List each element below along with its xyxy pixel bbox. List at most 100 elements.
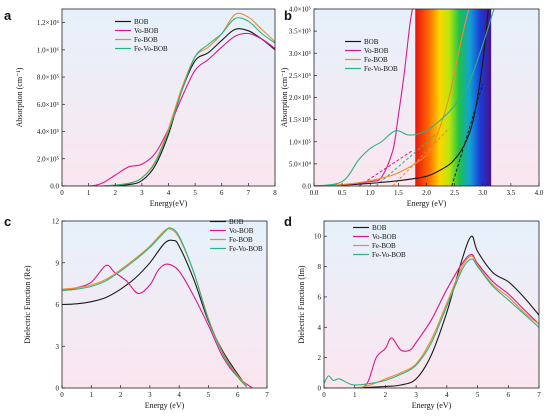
y-tick-label: 6 xyxy=(56,301,60,309)
y-tick-label: 0.0 xyxy=(302,183,311,191)
y-tick-label: 0 xyxy=(318,385,322,393)
x-tick-label: 8 xyxy=(273,189,277,197)
x-tick-label: 7 xyxy=(265,391,269,399)
y-tick-label: 8 xyxy=(318,263,322,271)
legend-label: Vo-BOB xyxy=(372,233,397,241)
x-tick-label: 6 xyxy=(507,391,511,399)
legend-label: BOB xyxy=(364,38,379,46)
y-tick-label: 4 xyxy=(318,324,322,332)
series-line-fe-vo-bob xyxy=(62,227,247,387)
x-tick-label: 2.5 xyxy=(450,189,459,197)
y-tick-label: 1.0×10⁶ xyxy=(37,46,60,54)
y-axis-label: Absorption (cm⁻¹) xyxy=(280,67,289,127)
x-axis-label: Energy (eV) xyxy=(407,199,447,208)
y-tick-label: 10 xyxy=(314,233,322,241)
x-tick-label: 4 xyxy=(167,189,171,197)
legend-label: Vo-BOB xyxy=(134,27,159,35)
panel-letter: b xyxy=(284,8,292,23)
y-tick-label: 4.0×10⁵ xyxy=(289,6,312,14)
x-axis-label: Energy (eV) xyxy=(145,401,185,410)
y-tick-label: 1.0×10⁵ xyxy=(289,138,312,146)
x-tick-label: 1.0 xyxy=(366,189,375,197)
fit-line-1 xyxy=(375,132,439,186)
legend-label: Fe-BOB xyxy=(134,36,158,44)
x-tick-label: 0 xyxy=(322,391,326,399)
x-tick-label: 4.0 xyxy=(535,189,544,197)
legend-label: Fe-Vo-BOB xyxy=(364,65,398,73)
y-tick-label: 3.0×10⁵ xyxy=(289,50,312,58)
y-tick-label: 2 xyxy=(318,354,322,362)
series-line-fe-bob xyxy=(62,227,247,386)
legend-label: BOB xyxy=(372,224,387,232)
legend-label: Vo-BOB xyxy=(364,47,389,55)
y-tick-label: 6 xyxy=(318,293,322,301)
y-tick-label: 12 xyxy=(52,218,60,226)
x-axis-label: Energy (eV) xyxy=(412,401,452,410)
series-line-fe-vo-bob xyxy=(314,9,495,186)
series-line-vo-bob xyxy=(62,263,253,388)
x-tick-label: 2 xyxy=(119,391,123,399)
x-tick-label: 3 xyxy=(148,391,152,399)
y-tick-label: 1.5×10⁵ xyxy=(289,116,312,124)
y-tick-label: 3.5×10⁵ xyxy=(289,28,312,36)
x-tick-label: 0.0 xyxy=(310,189,319,197)
y-tick-label: 2.5×10⁵ xyxy=(289,72,312,80)
panel-letter: d xyxy=(284,214,292,229)
x-tick-label: 7 xyxy=(247,189,251,197)
legend-label: BOB xyxy=(134,18,149,26)
x-tick-label: 1 xyxy=(87,189,91,197)
x-tick-label: 7 xyxy=(537,391,541,399)
series-line-vo-bob xyxy=(324,253,539,388)
x-tick-label: 2.0 xyxy=(422,189,431,197)
x-tick-label: 3 xyxy=(140,189,144,197)
x-tick-label: 0 xyxy=(60,391,64,399)
x-tick-label: 1 xyxy=(90,391,94,399)
plot-frame xyxy=(323,220,540,389)
x-tick-label: 1.5 xyxy=(394,189,403,197)
legend-label: Fe-BOB xyxy=(229,236,253,244)
y-tick-label: 9 xyxy=(56,259,60,267)
chart-panel-b: 0.0 0.5 1.0 1.5 2.0 2.5 3.0 3.5 4.0 0.0 5.0×10⁴ 1.0… xyxy=(280,6,544,209)
legend-label: Fe-Vo-BOB xyxy=(372,251,406,259)
chart-panel-d: 0 1 2 3 4 5 6 7 0 2 4 6 8 10 Energy (eV) Dielectric Fun… xyxy=(284,214,541,410)
y-tick-label: 3 xyxy=(56,343,60,351)
fit-line-2 xyxy=(392,128,450,186)
x-axis-label: Energy(eV) xyxy=(150,199,188,208)
series-line-fe-vo-bob xyxy=(62,17,275,186)
y-tick-label: 0.0 xyxy=(50,183,59,191)
series-line-vo-bob xyxy=(62,32,275,186)
x-tick-label: 4 xyxy=(445,391,449,399)
plot-background xyxy=(62,9,275,186)
plot-background xyxy=(324,221,539,388)
x-tick-label: 5 xyxy=(193,189,197,197)
y-tick-label: 2.0×10⁵ xyxy=(37,155,60,163)
visible-spectrum-band xyxy=(415,9,492,186)
legend-label: Fe-Vo-BOB xyxy=(229,245,263,253)
fit-line-0 xyxy=(358,150,413,186)
series-line-fe-bob xyxy=(314,9,470,186)
y-tick-label: 4.0×10⁵ xyxy=(37,128,60,136)
series-line-fe-bob xyxy=(324,255,539,388)
series-group xyxy=(62,12,275,186)
chart-panel-a: 0 1 2 3 4 5 6 7 8 0.0 2.0×10⁵ 4.0×10⁵ 6.0×10⁵ 8.0×10⁵… xyxy=(4,8,277,208)
x-tick-label: 6 xyxy=(220,189,224,197)
x-tick-label: 0.5 xyxy=(338,189,347,197)
x-tick-label: 2 xyxy=(384,391,388,399)
y-tick-label: 2.0×10⁵ xyxy=(289,94,312,102)
y-axis-label: Dielectric Function (Im) xyxy=(297,265,306,344)
x-tick-label: 1 xyxy=(353,391,357,399)
panel-letter: c xyxy=(4,214,11,229)
x-tick-label: 4 xyxy=(177,391,181,399)
x-tick-label: 0 xyxy=(60,189,64,197)
legend-label: Fe-BOB xyxy=(372,242,396,250)
x-tick-label: 5 xyxy=(207,391,211,399)
y-tick-label: 8.0×10⁵ xyxy=(37,74,60,82)
x-tick-label: 3.5 xyxy=(507,189,516,197)
legend-label: Vo-BOB xyxy=(229,227,254,235)
x-tick-label: 6 xyxy=(236,391,240,399)
